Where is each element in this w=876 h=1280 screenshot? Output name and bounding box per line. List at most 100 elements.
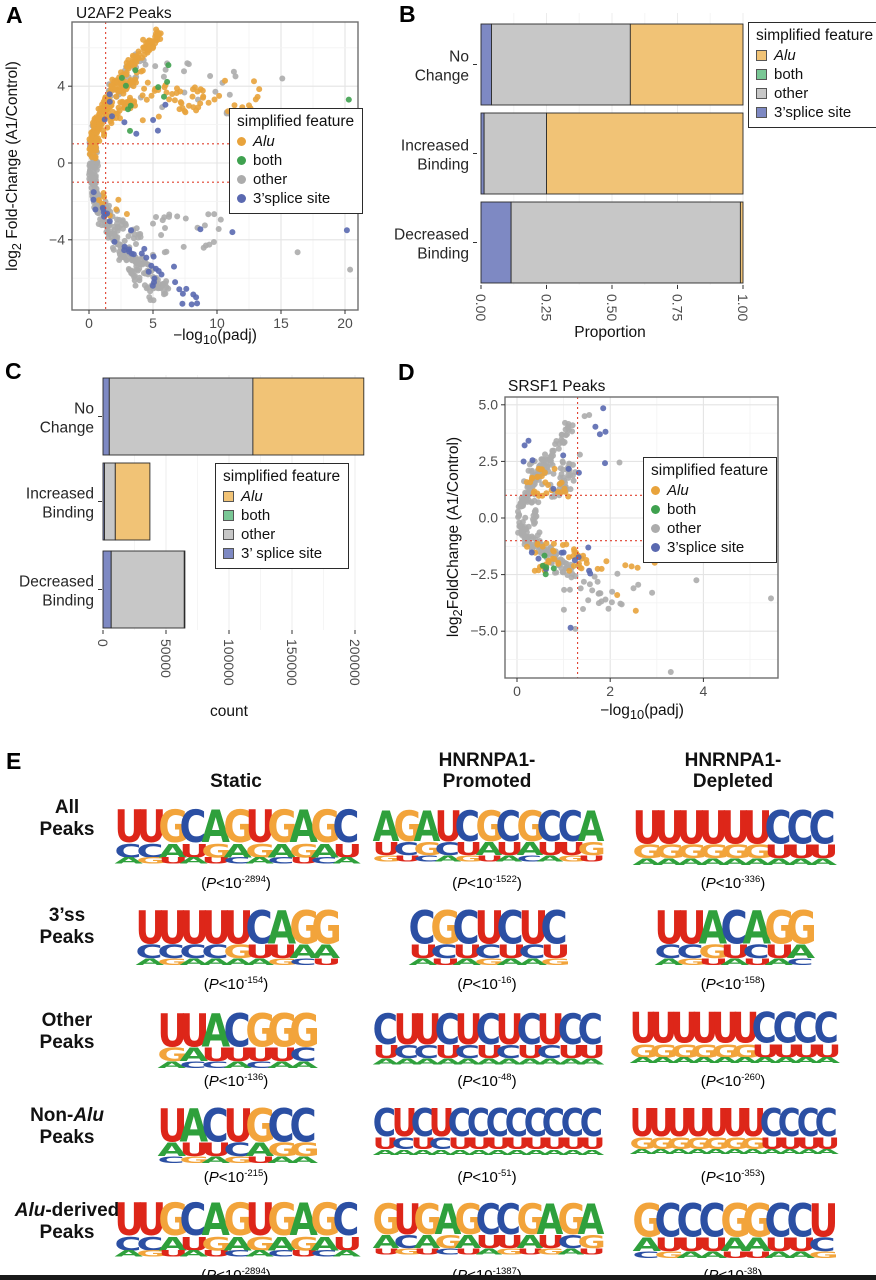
bar-segment-splice (480, 23, 492, 106)
bars-layer: No Change Increased Binding Decreased Binding (19, 377, 365, 629)
legend-item-splice: 3’splice site (651, 538, 768, 557)
svg-text:0: 0 (85, 315, 93, 331)
bar-segment-splice (480, 112, 485, 195)
p-value-r2-c1: (P<10-48) (457, 1072, 517, 1090)
p-value-r0-c2: (P<10-336) (700, 874, 766, 892)
legend-item-label: other (667, 520, 702, 537)
p-value-r0-c1: (P<10-1522) (452, 874, 522, 892)
panel-A-title: U2AF2 Peaks (76, 5, 172, 22)
legend-item-splice: 3’splice site (237, 189, 354, 208)
x-tick-label: 0.00 (473, 294, 489, 321)
panel-B-x-axis-label: Proportion (574, 324, 646, 341)
panel-C: C No Change Increased Binding Decreased Bindi… (0, 345, 390, 730)
x-tick-label: 200000 (347, 639, 363, 686)
panel-D-plot: 0 2 4 −5.0 −2.5 0.0 2.5 5.0 (470, 396, 779, 699)
panel-B: B No Change Increased Binding Decreased Bindi… (390, 0, 876, 345)
x-tick-label: 1.00 (735, 294, 751, 321)
legend-item-other: other (651, 519, 768, 538)
square-splice-icon (756, 107, 767, 118)
dot-other-icon (237, 175, 246, 184)
legend-item-other: other (237, 170, 354, 189)
panel-B-legend: simplified feature Alu both other 3’splice s… (748, 22, 876, 128)
bar-segment-other (510, 201, 741, 284)
panel-C-legend: simplified feature Alu both other 3’ splice … (215, 463, 350, 569)
legend-item-label: Alu (774, 47, 796, 64)
square-other-icon (756, 88, 767, 99)
legend-item-label: Alu (253, 133, 275, 150)
svg-text:−2.5: −2.5 (470, 566, 498, 582)
bar-segment-other (104, 462, 116, 541)
x-tick-label: 150000 (284, 639, 300, 686)
p-value-r1-c0: (P<10-154) (203, 975, 269, 993)
dot-splice-icon (237, 194, 246, 203)
x-tick-label: 0.75 (670, 294, 686, 321)
legend-item-label: other (253, 171, 288, 188)
square-both-icon (756, 69, 767, 80)
panel-B-plot: No Change Increased Binding Decreased Binding… (394, 13, 751, 321)
bar-segment-alu (252, 377, 365, 456)
p-value-r1-c2: (P<10-158) (700, 975, 766, 993)
svg-text:15: 15 (273, 315, 289, 331)
bar-segment-other (483, 112, 547, 195)
threshold-lines (505, 397, 778, 678)
square-other-icon (223, 529, 234, 540)
svg-text:−4: −4 (49, 231, 65, 247)
bar-segment-alu (629, 23, 744, 106)
bar-segment-alu (546, 112, 744, 195)
x-tick-label: 0.25 (539, 294, 555, 321)
panel-D-title: SRSF1 Peaks (508, 378, 606, 395)
panel-label-D: D (398, 359, 415, 385)
legend-item-label: both (774, 66, 804, 83)
panel-A-legend: simplified feature Alu both other 3’splice s… (229, 108, 364, 214)
dot-both-icon (651, 505, 660, 514)
axis-ticks: 0 2 4 −5.0 −2.5 0.0 2.5 5.0 (470, 396, 707, 699)
bar-segment-other (491, 23, 631, 106)
panel-D-x-axis-label: −log10(padj) (600, 702, 684, 723)
bar-segment-alu (739, 201, 744, 284)
dot-alu-icon (237, 137, 246, 146)
legend-item-other: other (756, 84, 873, 103)
category-label: Decreased Binding (19, 574, 94, 610)
legend-item-alu: Alu (237, 132, 354, 151)
legend-item-both: both (651, 500, 768, 519)
column-header-1: HNRNPA1- Promoted (438, 750, 536, 792)
x-tick-label: 0 (95, 639, 111, 647)
bar-segment-other (108, 377, 254, 456)
panel-label-E: E (6, 748, 22, 774)
dot-splice-icon (651, 543, 660, 552)
legend-item-label: 3’splice site (774, 104, 852, 121)
square-splice-icon (223, 548, 234, 559)
legend-item-both: both (756, 65, 873, 84)
svg-text:10: 10 (209, 315, 225, 331)
category-label: Decreased Binding (394, 227, 469, 263)
legend-item-both: both (237, 151, 354, 170)
dot-both-icon (237, 156, 246, 165)
x-tick-label: 50000 (158, 639, 174, 678)
panel-D-y-axis-label: log2FoldChange (A1/Control) (444, 436, 466, 638)
row-label-4: Alu-derived Peaks (14, 1200, 120, 1243)
p-value-r3-c0: (P<10-215) (203, 1168, 269, 1186)
legend-item-label: Alu (241, 488, 263, 505)
p-value-r2-c0: (P<10-136) (203, 1072, 269, 1090)
legend-item-alu: Alu (223, 487, 340, 506)
legend-item-alu: Alu (756, 46, 873, 65)
square-both-icon (223, 510, 234, 521)
svg-text:4: 4 (700, 683, 708, 699)
panel-E: E Static HNRNPA1- Promoted HNRNPA1- Depleted… (0, 730, 876, 1280)
legend-title: simplified feature (651, 462, 769, 479)
svg-text:0.0: 0.0 (479, 510, 499, 526)
square-alu-icon (756, 50, 767, 61)
panel-A-x-axis-label: −log10(padj) (173, 327, 257, 348)
bar-segment-alu (114, 462, 151, 541)
panel-D: D SRSF1 Peaks log2FoldChange (A1/Control… (390, 350, 876, 730)
legend-item-both: both (223, 506, 340, 525)
